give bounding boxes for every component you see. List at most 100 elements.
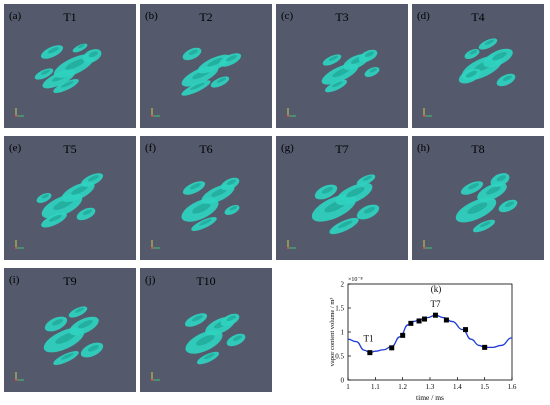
- panel-label: (g): [281, 142, 294, 154]
- panel-title: T7: [335, 142, 349, 156]
- vapor-shading: [190, 82, 205, 90]
- panel-title: T3: [335, 10, 349, 24]
- snapshot-panel-2: (b) T2: [140, 4, 272, 128]
- axes-triad-icon: [423, 108, 432, 117]
- panel-title: T2: [199, 10, 213, 24]
- panel-title: T4: [471, 10, 485, 24]
- cavitation-isosurface: [151, 177, 240, 249]
- cavitation-isosurface: [287, 174, 380, 249]
- panel-title: T5: [63, 142, 77, 156]
- vapor-shading: [207, 57, 224, 67]
- y-exponent: ×10⁻⁸: [348, 277, 363, 283]
- y-tick-label: 0.5: [335, 353, 344, 361]
- axes-triad-icon: [151, 108, 160, 117]
- vapor-shading: [484, 39, 494, 45]
- panel-title: T1: [63, 10, 77, 24]
- snapshot-panel-8: (h) T8: [412, 136, 544, 260]
- axes-triad-icon: [151, 372, 160, 381]
- snapshot-marker: [389, 345, 395, 351]
- vapor-shading: [467, 202, 488, 214]
- vapor-shading: [232, 335, 242, 342]
- panel-label: (f): [145, 142, 156, 154]
- vapor-shading: [363, 206, 375, 214]
- x-tick-label: 1: [346, 383, 350, 391]
- cavitation-isosurface: [423, 38, 516, 117]
- axes-triad-icon: [287, 108, 296, 117]
- panel-title: T10: [196, 274, 216, 288]
- panel-label: (i): [9, 274, 20, 286]
- vapor-shading: [469, 50, 478, 55]
- vapor-shading: [502, 75, 512, 82]
- vapor-shading: [226, 315, 236, 322]
- panel-label: (h): [417, 142, 430, 154]
- x-tick-label: 1.4: [453, 383, 462, 391]
- vapor-shading: [196, 334, 215, 346]
- vapor-shading: [191, 315, 203, 322]
- x-tick-label: 1.3: [426, 383, 435, 391]
- vapor-shading: [504, 201, 514, 208]
- snapshot-panel-5: (e) T5: [4, 136, 136, 260]
- panel-label: (d): [417, 10, 430, 22]
- vapor-shading: [40, 69, 50, 75]
- vapor-shading: [199, 218, 212, 226]
- vapor-shading: [362, 175, 372, 181]
- annotation-label: T7: [430, 299, 440, 309]
- vapor-shading: [338, 220, 353, 229]
- snapshot-panel-10: (j) T10: [140, 268, 272, 392]
- panel-label: (b): [145, 10, 158, 22]
- snapshot-panel-9: (i) T9: [4, 268, 136, 392]
- snapshot-marker: [443, 317, 449, 323]
- y-axis-label: vapor content volume / m³: [329, 298, 336, 367]
- cavitation-isosurface: [15, 173, 104, 249]
- panel-title: T6: [199, 142, 213, 156]
- vapor-shading: [51, 318, 63, 326]
- snapshot-panel-1: (a) T1: [4, 4, 136, 128]
- vapor-shading: [61, 80, 74, 88]
- x-tick-label: 1.6: [508, 383, 517, 391]
- panel-label: (j): [145, 274, 156, 286]
- panel-label: (c): [281, 10, 294, 22]
- snapshot-marker: [408, 320, 414, 326]
- panel-label: (e): [9, 142, 22, 154]
- x-tick-label: 1.5: [480, 383, 489, 391]
- y-tick-label: 1.5: [335, 305, 344, 313]
- cavitation-isosurface: [15, 306, 104, 381]
- vapor-shading: [216, 77, 226, 83]
- vapor-shading: [346, 187, 365, 198]
- snapshot-marker: [422, 316, 428, 322]
- vapor-shading: [77, 44, 86, 49]
- vapor-shading: [465, 70, 477, 78]
- vapor-shading: [496, 175, 507, 182]
- cavitation-isosurface: [423, 173, 518, 249]
- vapor-shading: [328, 55, 338, 61]
- annotation-label: T1: [364, 334, 374, 344]
- vapor-shading: [192, 202, 211, 214]
- panel-label: (a): [9, 10, 22, 22]
- vapor-shading: [332, 67, 351, 78]
- snapshot-panel-3: (c) T3: [276, 4, 408, 128]
- axes-triad-icon: [15, 372, 24, 381]
- x-axis-label: time / ms: [416, 393, 444, 402]
- y-tick-label: 0: [341, 377, 345, 385]
- snapshot-marker: [367, 350, 373, 356]
- vapor-shading: [87, 175, 99, 182]
- cavitation-isosurface: [151, 47, 242, 117]
- axes-triad-icon: [15, 240, 24, 249]
- vapor-shading: [74, 307, 84, 313]
- vapor-volume-chart: 1 1.1 1.2 1.3 1.4 1.5 1.6 0 0.5 1 1.5 2×10⁻⁸ time / …: [329, 277, 517, 402]
- vapor-shading: [88, 51, 99, 58]
- vapor-shading: [47, 47, 59, 54]
- axes-triad-icon: [151, 240, 160, 249]
- vapor-shading: [203, 353, 215, 360]
- vapor-shading: [321, 186, 333, 194]
- vapor-shading: [48, 214, 62, 222]
- vapor-shading: [225, 55, 237, 62]
- snapshot-marker: [432, 312, 438, 318]
- vapor-shading: [229, 206, 238, 211]
- y-tick-label: 2: [341, 281, 345, 289]
- vapor-shading: [55, 332, 76, 344]
- y-tick-label: 1: [341, 329, 345, 337]
- x-tick-label: 1.1: [371, 383, 380, 391]
- vapor-shading: [364, 51, 374, 58]
- vapor-shading: [41, 194, 50, 199]
